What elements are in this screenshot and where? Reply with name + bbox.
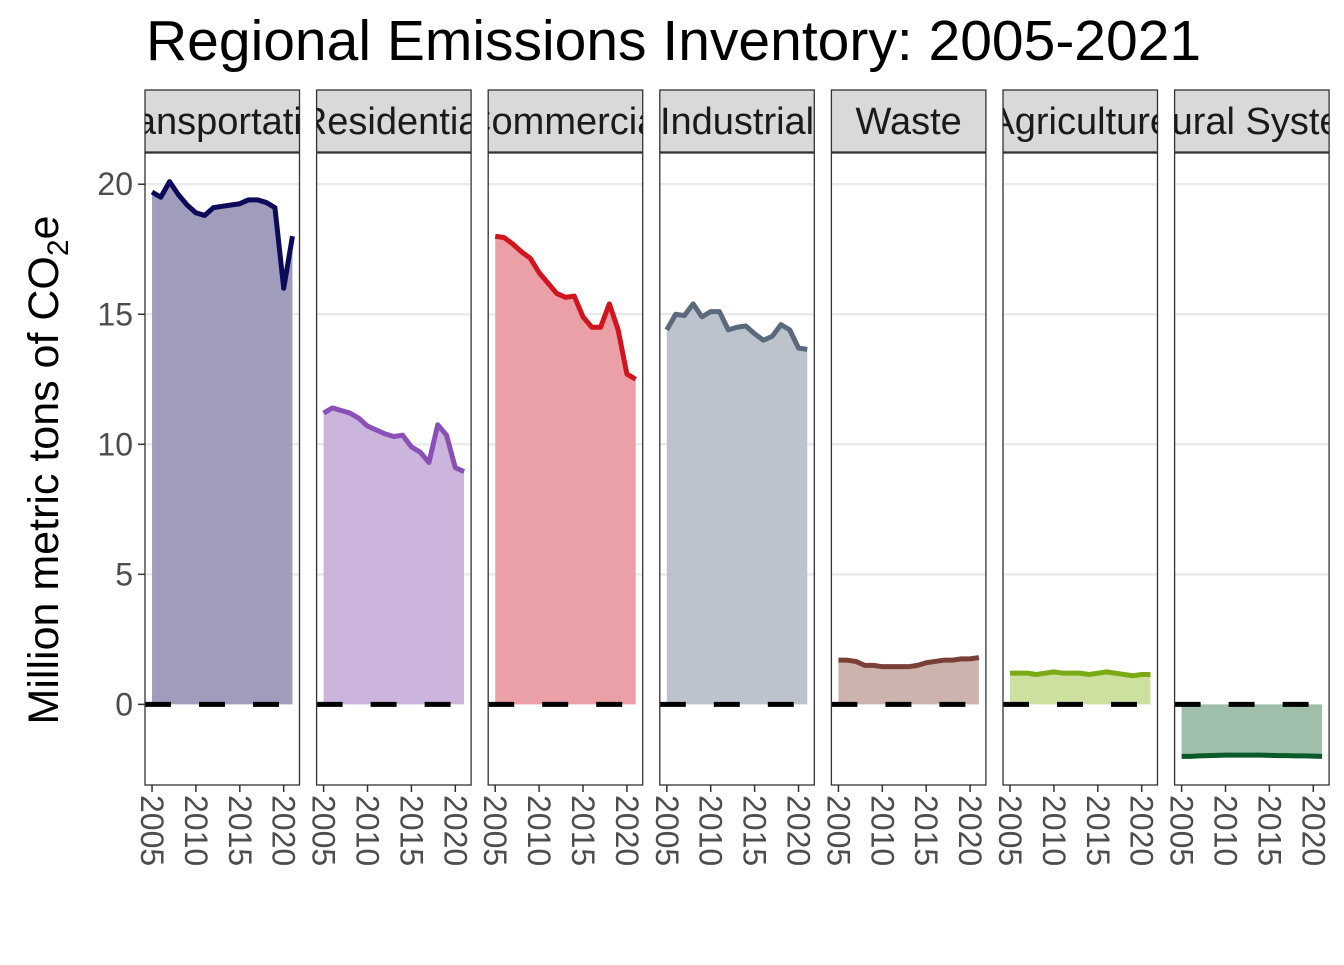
x-tick-label: 2015 [737,795,773,866]
y-axis-label-subscript: 2 [42,239,75,256]
x-tick-label: 2010 [1208,795,1244,866]
facet-strip-label: Commercial [464,101,667,143]
facet-strip [487,89,644,153]
x-tick-label: 2005 [820,795,856,866]
x-tick-label: 2005 [1164,795,1200,866]
x-tick-label: 2020 [1124,795,1160,866]
x-tick-label: 2020 [266,795,302,866]
series-line [838,655,980,670]
x-tick-label: 2005 [306,795,342,866]
y-tick-label: 0 [115,686,133,722]
facet-strip-label: Waste [856,101,962,143]
y-tick-label: 20 [97,166,133,202]
x-tick-label: 2005 [134,795,170,866]
series-area [838,657,979,705]
x-tick-label: 2015 [565,795,601,866]
facet-strip [659,89,815,153]
x-tick-label: 2020 [1295,795,1331,866]
series-area [495,236,636,705]
facet-strip-label: Transportation [100,101,344,143]
series-area [323,407,465,705]
x-tick-label: 2010 [1036,795,1072,866]
series-line [1181,752,1323,759]
series-area [152,181,293,705]
facet-strip-label: Natural Systems [1112,101,1344,143]
facet-strip-label: Agriculture [989,101,1171,143]
x-tick-label: 2020 [780,795,816,866]
x-tick-label: 2020 [609,795,645,866]
series-line [322,405,466,474]
facet-strip [144,89,301,153]
x-tick-label: 2005 [477,795,513,866]
x-tick-label: 2015 [1251,795,1287,866]
facet-panel-natural-systems: Natural Systems2005201020152020 [1112,89,1344,866]
panel-border [144,152,301,786]
y-axis-label: Million metric tons of CO2e [20,216,75,725]
x-tick-label: 2020 [952,795,988,866]
facet-strip [315,89,472,153]
panel-border [659,152,815,786]
panel-border [830,152,987,786]
facet-panel-commercial: Commercial 2005 2010 2015 2020 [464,89,667,866]
series-area [666,303,808,705]
x-tick-label: 2015 [393,795,429,866]
y-axis-label-suffix: e [20,216,68,240]
x-tick-label: 2010 [178,795,214,866]
x-tick-label: 2005 [992,795,1028,866]
series-line [150,179,295,291]
y-tick-label: 5 [115,556,133,592]
x-tick-label: 2010 [864,795,900,866]
panel-border [1002,152,1159,786]
x-tick-label: 2005 [649,795,685,866]
facet-strip [1173,89,1330,153]
facet-strip [830,89,987,153]
chart-title: Regional Emissions Inventory: 2005-2021 [146,9,1201,73]
panel-border [315,152,472,786]
series-area [1010,671,1151,705]
facet-panel-waste: Waste 2005 2010 2015 2020 [820,89,988,866]
x-tick-label: 2015 [222,795,258,866]
series-line [494,233,637,382]
x-tick-label: 2010 [350,795,386,866]
series-line [1010,669,1151,679]
x-tick-label: 2010 [693,795,729,866]
x-tick-label: 2015 [908,795,944,866]
panel-border [1173,152,1330,786]
y-tick-label: 10 [97,426,133,462]
x-tick-label: 2020 [437,795,473,866]
y-axis-label-main: Million metric tons of CO [20,256,68,724]
x-tick-label: 2015 [1080,795,1116,866]
panel-border [487,152,644,786]
facet-panel-industrial: Industrial 2005 2010 2015 2020 [649,89,816,866]
facet-strip [1002,89,1159,153]
y-tick-label: 15 [97,296,133,332]
facet-strip-label: Residential [300,101,488,143]
facet-panel-residential: Residential 2005 2010 2015 2020 [300,89,488,866]
facet-strip-label: Industrial [660,101,814,143]
series-line [664,301,808,352]
series-area [1181,704,1323,757]
facet-panel-agriculture: Agriculture 2005 2010 2015 2020 [989,89,1171,866]
x-tick-label: 2010 [521,795,557,866]
